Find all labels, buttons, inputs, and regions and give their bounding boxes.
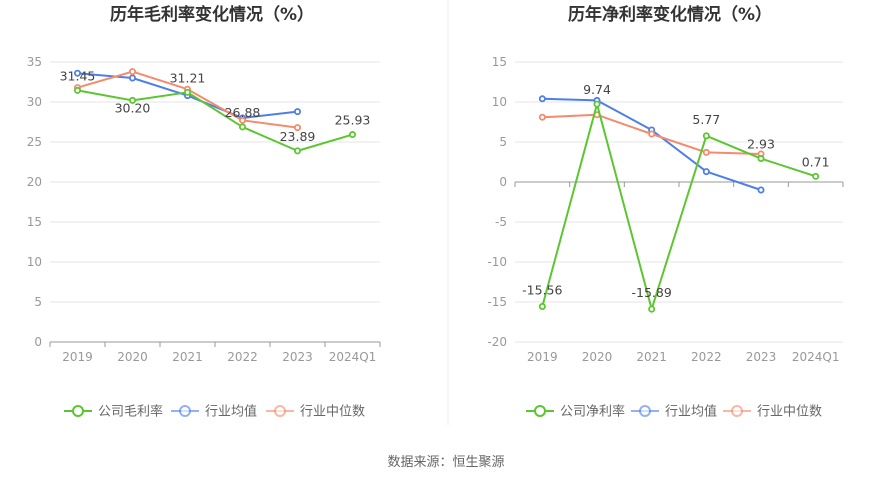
x-tick-label: 2021 <box>636 350 667 364</box>
chart-title: 历年净利率变化情况（%） <box>568 4 772 25</box>
data-label: 2.93 <box>747 137 775 152</box>
data-point-industry_avg[interactable] <box>128 74 136 82</box>
data-point-company[interactable] <box>593 100 601 108</box>
y-tick-label: -20 <box>487 335 507 349</box>
data-point-industry_median[interactable] <box>538 113 546 121</box>
data-point-industry_avg[interactable] <box>702 168 710 176</box>
data-label: 30.20 <box>115 100 151 115</box>
data-point-company[interactable] <box>238 123 246 131</box>
legend-item-industry_median[interactable]: 行业中位数 <box>723 405 822 420</box>
data-point-industry_median[interactable] <box>648 130 656 138</box>
y-tick-label: 10 <box>27 255 42 269</box>
y-tick-label: -5 <box>495 215 507 229</box>
x-tick-label: 2023 <box>746 350 777 364</box>
legend-label: 行业中位数 <box>757 405 822 420</box>
legend-marker-icon <box>639 405 651 417</box>
x-tick-label: 2024Q1 <box>792 350 840 364</box>
data-label: 9.74 <box>583 82 611 97</box>
chart-legend: 公司毛利率 行业均值 行业中位数 <box>64 404 365 420</box>
data-point-company[interactable] <box>183 88 191 96</box>
legend-marker-icon <box>274 405 286 417</box>
data-point-company[interactable] <box>348 131 356 139</box>
y-tick-label: -10 <box>487 255 507 269</box>
x-tick-label: 2022 <box>227 350 258 364</box>
x-tick-label: 2024Q1 <box>329 350 377 364</box>
data-point-company[interactable] <box>757 155 765 163</box>
data-label: -15.56 <box>522 282 562 297</box>
chart-title: 历年毛利率变化情况（%） <box>110 4 314 25</box>
net-margin-chart: 历年净利率变化情况（%） -20 -15 -10 -5 0 5 10 15 2019 2020 20… <box>487 4 844 420</box>
x-tick-label: 2022 <box>691 350 722 364</box>
x-tick-label: 2019 <box>527 350 558 364</box>
y-tick-label: 15 <box>27 215 42 229</box>
x-tick-label: 2021 <box>172 350 203 364</box>
data-point-industry_avg[interactable] <box>538 95 546 103</box>
legend-marker-icon <box>179 405 191 417</box>
data-label: 31.21 <box>170 70 206 85</box>
data-point-company[interactable] <box>702 132 710 140</box>
legend-item-industry_avg[interactable]: 行业均值 <box>171 404 257 420</box>
data-point-company[interactable] <box>293 147 301 155</box>
y-tick-label: 5 <box>34 295 42 309</box>
x-tick-label: 2020 <box>582 350 613 364</box>
series-line-company <box>541 103 816 311</box>
data-label: 26.88 <box>225 105 261 120</box>
data-point-company[interactable] <box>538 302 546 310</box>
y-tick-label: 25 <box>27 135 42 149</box>
data-label: 23.89 <box>280 129 316 144</box>
y-tick-label: 20 <box>27 175 42 189</box>
legend-marker-icon <box>72 405 84 417</box>
legend-marker-icon <box>534 405 546 417</box>
data-point-industry_median[interactable] <box>702 148 710 156</box>
chart-legend: 公司净利率 行业均值 行业中位数 <box>526 404 822 420</box>
y-tick-label: 0 <box>499 175 507 189</box>
x-tick-label: 2019 <box>62 350 93 364</box>
data-point-industry_median[interactable] <box>238 116 246 124</box>
legend-label: 行业均值 <box>665 404 717 420</box>
gross-margin-chart: 历年毛利率变化情况（%） 0 5 10 15 20 25 30 35 2019 2020 2021 2… <box>27 4 381 420</box>
data-source-text: 数据来源：恒生聚源 <box>387 455 504 470</box>
data-point-industry_avg[interactable] <box>757 186 765 194</box>
series-line-company <box>77 89 353 152</box>
data-point-company[interactable] <box>812 172 820 180</box>
legend-label: 公司净利率 <box>560 404 625 420</box>
legend-item-industry_avg[interactable]: 行业均值 <box>631 404 717 420</box>
y-tick-label: 5 <box>499 135 507 149</box>
y-tick-label: -15 <box>487 295 507 309</box>
legend-item-company[interactable]: 公司毛利率 <box>64 404 163 420</box>
data-point-industry_median[interactable] <box>128 68 136 76</box>
data-point-industry_avg[interactable] <box>293 108 301 116</box>
data-point-company[interactable] <box>648 305 656 313</box>
y-tick-label: 15 <box>492 55 507 69</box>
y-tick-label: 0 <box>34 335 42 349</box>
data-label: -15.89 <box>632 285 672 300</box>
x-tick-label: 2023 <box>282 350 313 364</box>
legend-item-industry_median[interactable]: 行业中位数 <box>266 405 365 420</box>
legend-marker-icon <box>731 405 743 417</box>
legend-label: 行业均值 <box>205 404 257 420</box>
legend-label: 公司毛利率 <box>98 404 163 420</box>
data-point-company[interactable] <box>74 86 82 94</box>
legend-item-company[interactable]: 公司净利率 <box>526 404 625 420</box>
data-label: 31.45 <box>60 68 96 83</box>
data-point-industry_avg[interactable] <box>74 69 82 77</box>
y-tick-label: 10 <box>492 95 507 109</box>
y-tick-label: 35 <box>27 55 42 69</box>
data-label: 5.77 <box>692 112 720 127</box>
data-label: 25.93 <box>335 113 371 128</box>
legend-label: 行业中位数 <box>300 405 365 420</box>
x-tick-label: 2020 <box>117 350 148 364</box>
data-point-industry_median[interactable] <box>293 124 301 132</box>
data-label: 0.71 <box>802 154 830 169</box>
data-point-company[interactable] <box>128 96 136 104</box>
y-tick-label: 30 <box>27 95 42 109</box>
